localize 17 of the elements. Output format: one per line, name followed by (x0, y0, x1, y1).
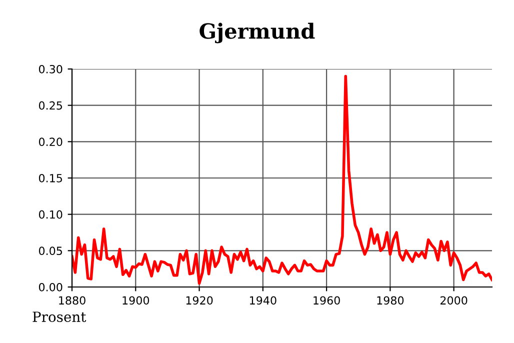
line-series (72, 74, 492, 285)
y-tick-label: 0.30 (38, 64, 62, 74)
x-tick-label: 1900 (122, 296, 150, 305)
x-tick-label: 1960 (314, 296, 340, 305)
text: Prosent (32, 312, 86, 322)
x-tick-label: 1880 (59, 296, 86, 305)
y-tick-label: 0.15 (38, 174, 62, 182)
y-tick-label: 0.25 (38, 101, 62, 110)
y-tick-label: 0.00 (38, 282, 62, 292)
chart-title: Gjermund (200, 22, 315, 44)
y-tick-label: 0.05 (38, 246, 62, 256)
x-tick-label: 2000 (440, 296, 468, 305)
x-tick-label: 1920 (186, 296, 213, 305)
x-tick-label: 1980 (377, 296, 404, 305)
y-tick-label: 0.20 (38, 138, 62, 146)
y-tick-label: 0.10 (38, 210, 62, 219)
x-tick-label: 1940 (250, 296, 276, 305)
